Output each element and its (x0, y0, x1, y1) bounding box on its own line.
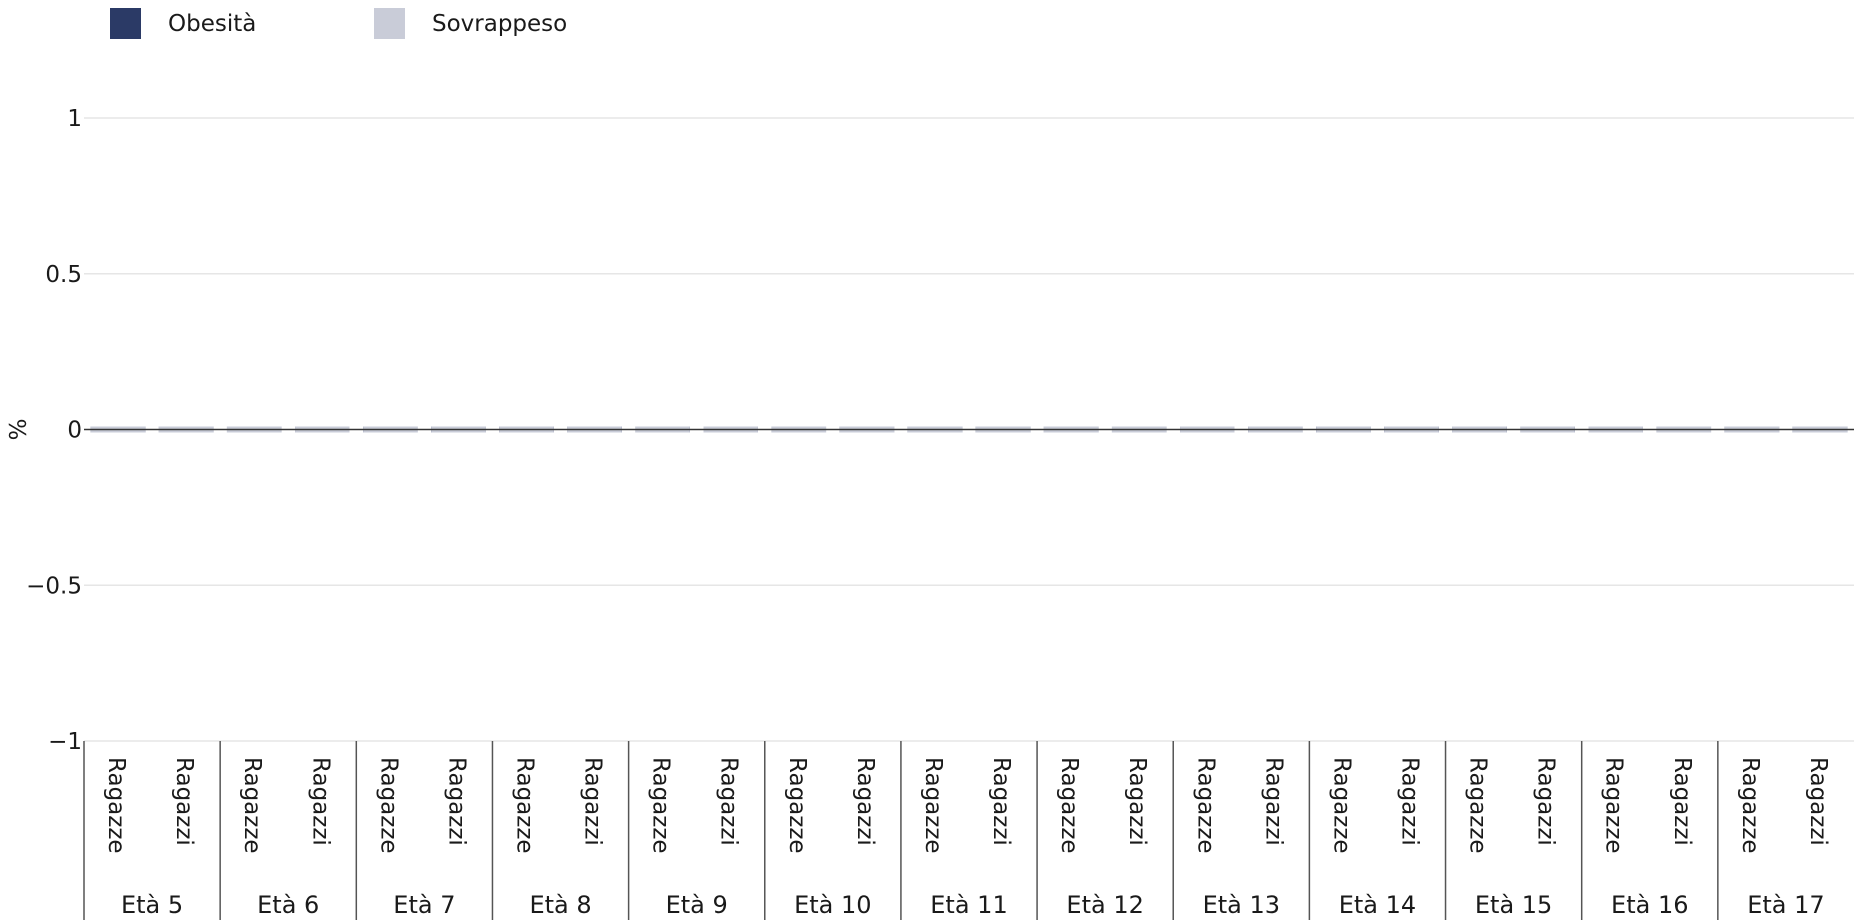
legend-item-sovrappeso[interactable]: Sovrappeso (374, 8, 638, 39)
x-subcategory-label: Ragazze (239, 757, 265, 854)
x-group-label: Età 9 (666, 891, 728, 919)
x-subcategory-label: Ragazzi (852, 757, 878, 846)
x-group-label: Età 10 (794, 891, 871, 919)
x-group-label: Età 6 (257, 891, 319, 919)
x-subcategory-label: Ragazzi (171, 757, 197, 846)
x-group-label: Età 12 (1066, 891, 1143, 919)
legend-label-obesita: Obesità (168, 10, 257, 37)
x-subcategory-label: Ragazze (512, 757, 538, 854)
x-subcategory-label: Ragazze (648, 757, 674, 854)
y-tick-label: 0 (67, 418, 82, 444)
x-subcategory-label: Ragazzi (307, 757, 333, 846)
legend-item-obesita[interactable]: Obesità (110, 8, 374, 39)
x-subcategory-label: Ragazze (1328, 757, 1354, 854)
legend: Obesità Sovrappeso (110, 8, 638, 39)
x-group-label: Età 7 (393, 891, 455, 919)
x-subcategory-label: Ragazze (375, 757, 401, 854)
x-subcategory-label: Ragazze (1737, 757, 1763, 854)
x-group-label: Età 11 (930, 891, 1007, 919)
x-subcategory-label: Ragazzi (1124, 757, 1150, 846)
x-subcategory-label: Ragazzi (1669, 757, 1695, 846)
x-subcategory-label: Ragazzi (1805, 757, 1831, 846)
x-subcategory-label: Ragazze (1601, 757, 1627, 854)
x-subcategory-label: Ragazze (920, 757, 946, 854)
x-subcategory-label: Ragazzi (580, 757, 606, 846)
x-group-label: Età 13 (1203, 891, 1280, 919)
x-subcategory-label: Ragazzi (716, 757, 742, 846)
x-subcategory-label: Ragazze (784, 757, 810, 854)
x-group-label: Età 5 (121, 891, 183, 919)
y-axis-label: % (6, 419, 32, 441)
x-subcategory-label: Ragazze (103, 757, 129, 854)
y-tick-label: −1 (48, 729, 82, 755)
y-tick-label: −0.5 (26, 573, 82, 599)
y-tick-label: 0.5 (45, 262, 82, 288)
legend-label-sovrappeso: Sovrappeso (432, 10, 568, 37)
x-subcategory-label: Ragazzi (988, 757, 1014, 846)
x-subcategory-label: Ragazzi (1260, 757, 1286, 846)
x-subcategory-label: Ragazzi (1533, 757, 1559, 846)
x-subcategory-label: Ragazze (1465, 757, 1491, 854)
x-group-label: Età 17 (1747, 891, 1824, 919)
x-subcategory-label: Ragazzi (1397, 757, 1423, 846)
x-group-label: Età 8 (529, 891, 591, 919)
x-subcategory-label: Ragazze (1192, 757, 1218, 854)
x-subcategory-label: Ragazzi (443, 757, 469, 846)
x-group-label: Età 16 (1611, 891, 1688, 919)
legend-swatch-sovrappeso (374, 8, 405, 39)
y-tick-label: 1 (67, 106, 82, 132)
legend-swatch-obesita (110, 8, 141, 39)
x-group-label: Età 15 (1475, 891, 1552, 919)
x-group-label: Età 14 (1339, 891, 1416, 919)
x-subcategory-label: Ragazze (1056, 757, 1082, 854)
